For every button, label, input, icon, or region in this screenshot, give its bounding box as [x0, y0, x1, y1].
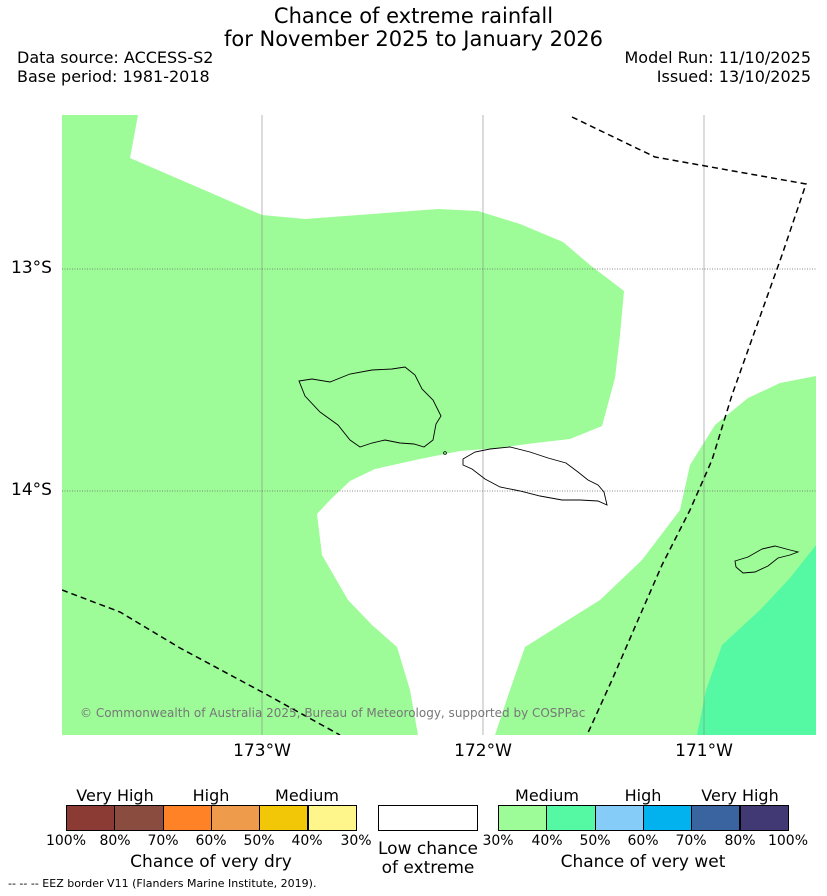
map-title-line2: for November 2025 to January 2026	[223, 27, 604, 51]
dry-tick: 50%	[243, 833, 275, 849]
dry-category-medium: Medium	[275, 786, 339, 805]
dry-swatch-4	[259, 805, 309, 831]
eez-footnote: -- -- -- EEZ border V11 (Flanders Marine…	[8, 877, 317, 890]
apolima-islet	[443, 451, 447, 455]
map-title-line1: Chance of extreme rainfall	[273, 4, 554, 28]
wet-tick: 30%	[482, 833, 514, 849]
dry-tick: 60%	[195, 833, 227, 849]
lon-label-173w: 173°W	[233, 741, 291, 761]
wet-tick: 60%	[627, 833, 659, 849]
low-chance-title-line2: of extreme	[381, 858, 475, 878]
lat-label-13s: 13°S	[11, 258, 52, 278]
wet-category-very-high: Very High	[701, 786, 779, 805]
wet-swatch-0	[498, 805, 548, 831]
wet-tick: 40%	[531, 833, 563, 849]
dry-tick: 70%	[147, 833, 179, 849]
wet-swatch-3	[642, 805, 693, 831]
dry-category-very-high: Very High	[76, 786, 154, 805]
upolu-island	[462, 446, 608, 506]
dry-tick: 40%	[291, 833, 323, 849]
lat-label-14s: 14°S	[11, 480, 52, 500]
wet-swatch-2	[594, 805, 644, 831]
wet-category-high: High	[624, 786, 662, 805]
wet-swatch-4	[691, 805, 741, 831]
lon-label-172w: 172°W	[454, 741, 512, 761]
dry-tick: 30%	[340, 833, 372, 849]
savaii-island	[298, 366, 442, 448]
wet-swatch-1	[546, 805, 596, 831]
eez-border-east	[571, 116, 807, 735]
wet-medium-region-west	[62, 115, 624, 735]
base-period-label: Base period: 1981-2018	[17, 67, 210, 86]
wet-tick: 80%	[724, 833, 756, 849]
low-chance-title-line1: Low chance	[378, 839, 478, 859]
wet-40-50-region	[697, 545, 816, 735]
lon-label-171w: 171°W	[675, 741, 733, 761]
copyright-notice: © Commonwealth of Australia 2025, Bureau…	[80, 706, 586, 720]
wet-tick: 70%	[675, 833, 707, 849]
issued-label: Issued: 13/10/2025	[656, 67, 811, 86]
dry-swatch-1	[114, 805, 164, 831]
wet-tick: 100%	[767, 833, 809, 849]
dry-tick: 100%	[45, 833, 87, 849]
dry-legend-title: Chance of very dry	[130, 852, 292, 872]
dry-category-high: High	[192, 786, 230, 805]
data-source-label: Data source: ACCESS-S2	[17, 48, 214, 67]
eez-border-southwest	[62, 589, 341, 735]
model-run-label: Model Run: 11/10/2025	[624, 48, 812, 67]
wet-category-medium: Medium	[515, 786, 579, 805]
low-chance-swatch	[378, 805, 478, 831]
meta-right: Model Run: 11/10/2025 Issued: 13/10/2025	[625, 48, 812, 86]
meta-left: Data source: ACCESS-S2 Base period: 1981…	[17, 48, 213, 86]
dry-swatch-3	[210, 805, 261, 831]
wet-swatch-5	[739, 805, 789, 831]
dry-swatch-0	[66, 805, 116, 831]
dry-tick: 80%	[99, 833, 131, 849]
dry-swatch-5	[307, 805, 357, 831]
wet-legend-title: Chance of very wet	[560, 852, 726, 872]
dry-swatch-2	[162, 805, 212, 831]
wet-tick: 50%	[579, 833, 611, 849]
tutuila-island	[734, 545, 800, 574]
